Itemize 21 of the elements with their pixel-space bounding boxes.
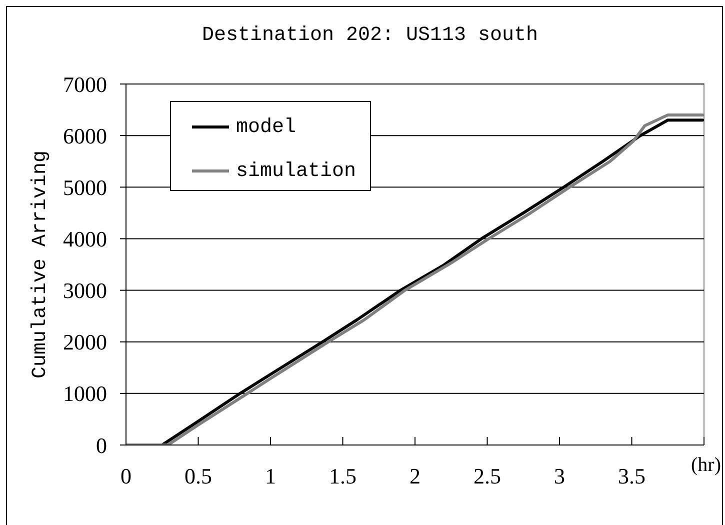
y-tick-label: 0 [96, 432, 107, 458]
x-tick-label: 0.5 [184, 464, 212, 489]
y-tick-label: 3000 [63, 278, 107, 304]
x-tick-label: 0 [120, 464, 132, 489]
x-tick-label: 3.5 [618, 464, 646, 489]
x-tick-label: 2.5 [474, 464, 501, 489]
x-axis-title: (hr) [691, 454, 721, 476]
y-tick-label: 6000 [63, 123, 107, 148]
x-tick-label: 1 [265, 464, 276, 489]
x-tick-label: 1.5 [329, 464, 356, 489]
y-tick-label: 5000 [63, 174, 107, 200]
chart-title: Destination 202: US113 south [200, 24, 540, 48]
y-tick-label: 7000 [63, 72, 107, 97]
x-tick-label: 2 [410, 464, 420, 489]
x-tick-label: 3 [554, 464, 565, 489]
legend-label: simulation [236, 160, 356, 182]
y-axis-title: Cumulative Arriving [28, 150, 52, 379]
y-tick-label: 2000 [63, 330, 107, 355]
y-tick-label: 1000 [63, 381, 107, 406]
y-tick-label: 4000 [63, 226, 107, 252]
legend-label: model [236, 116, 296, 138]
